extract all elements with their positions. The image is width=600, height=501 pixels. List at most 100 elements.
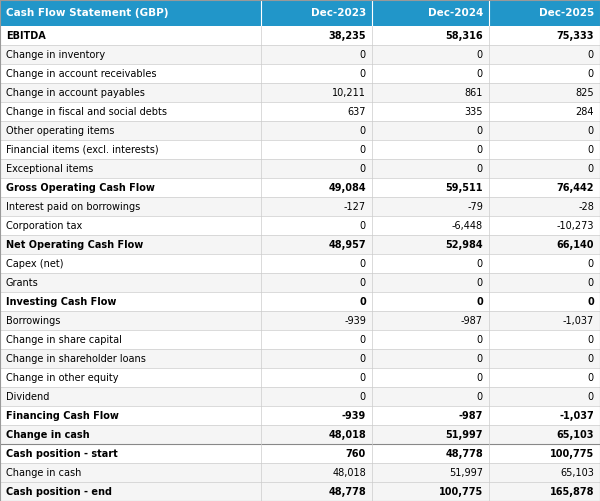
- Text: 48,957: 48,957: [328, 239, 366, 249]
- Bar: [0, 387, 600, 406]
- Bar: [0, 482, 600, 501]
- Text: Net Operating Cash Flow: Net Operating Cash Flow: [6, 239, 143, 249]
- Text: -6,448: -6,448: [452, 220, 483, 230]
- Text: 0: 0: [588, 391, 594, 401]
- Bar: [0, 425, 600, 444]
- Text: Interest paid on borrowings: Interest paid on borrowings: [6, 201, 140, 211]
- Bar: [0, 463, 600, 482]
- Text: 0: 0: [476, 297, 483, 307]
- Text: 49,084: 49,084: [328, 182, 366, 192]
- Text: Cash Flow Statement (GBP): Cash Flow Statement (GBP): [6, 8, 169, 18]
- Text: 637: 637: [347, 107, 366, 117]
- Text: -987: -987: [458, 410, 483, 420]
- Text: -10,273: -10,273: [557, 220, 594, 230]
- Bar: [372, 0, 489, 26]
- Text: 0: 0: [360, 144, 366, 154]
- Text: 0: 0: [360, 163, 366, 173]
- Text: 0: 0: [588, 126, 594, 136]
- Text: 0: 0: [477, 50, 483, 60]
- Text: 65,103: 65,103: [560, 467, 594, 477]
- Text: 0: 0: [360, 278, 366, 288]
- Text: 0: 0: [360, 220, 366, 230]
- Text: 0: 0: [477, 391, 483, 401]
- Text: Dec-2023: Dec-2023: [311, 8, 366, 18]
- Text: 0: 0: [360, 259, 366, 269]
- Text: 0: 0: [477, 144, 483, 154]
- Text: 100,775: 100,775: [550, 448, 594, 458]
- Text: 0: 0: [360, 391, 366, 401]
- Text: 284: 284: [575, 107, 594, 117]
- Bar: [0, 26, 600, 45]
- Bar: [0, 102, 600, 121]
- Text: 76,442: 76,442: [557, 182, 594, 192]
- Text: -939: -939: [342, 410, 366, 420]
- Text: 0: 0: [588, 354, 594, 364]
- Text: 0: 0: [360, 373, 366, 383]
- Text: Change in shareholder loans: Change in shareholder loans: [6, 354, 146, 364]
- Bar: [0, 254, 600, 273]
- Text: 51,997: 51,997: [445, 429, 483, 439]
- Bar: [0, 368, 600, 387]
- Text: Financial items (excl. interests): Financial items (excl. interests): [6, 144, 158, 154]
- Text: Change in fiscal and social debts: Change in fiscal and social debts: [6, 107, 167, 117]
- Bar: [0, 444, 600, 463]
- Bar: [0, 311, 600, 330]
- Bar: [0, 178, 600, 197]
- Text: 48,018: 48,018: [328, 429, 366, 439]
- Text: -987: -987: [461, 316, 483, 326]
- Text: 58,316: 58,316: [445, 31, 483, 41]
- Text: 0: 0: [477, 163, 483, 173]
- Text: 0: 0: [588, 50, 594, 60]
- Text: Borrowings: Borrowings: [6, 316, 61, 326]
- Bar: [0, 292, 600, 311]
- Text: Dividend: Dividend: [6, 391, 49, 401]
- Text: EBITDA: EBITDA: [6, 31, 46, 41]
- Text: 0: 0: [588, 335, 594, 345]
- Text: 75,333: 75,333: [557, 31, 594, 41]
- Text: 0: 0: [588, 259, 594, 269]
- Bar: [0, 121, 600, 140]
- Text: Cash position - start: Cash position - start: [6, 448, 118, 458]
- Text: Change in share capital: Change in share capital: [6, 335, 122, 345]
- Text: 335: 335: [464, 107, 483, 117]
- Text: 51,997: 51,997: [449, 467, 483, 477]
- Text: -28: -28: [578, 201, 594, 211]
- Text: 65,103: 65,103: [557, 429, 594, 439]
- Text: 0: 0: [360, 50, 366, 60]
- Text: Change in account receivables: Change in account receivables: [6, 69, 157, 79]
- Text: -939: -939: [344, 316, 366, 326]
- Text: -127: -127: [344, 201, 366, 211]
- Text: 165,878: 165,878: [550, 486, 594, 496]
- Bar: [0, 216, 600, 235]
- Text: 0: 0: [588, 278, 594, 288]
- Bar: [489, 0, 600, 26]
- Text: 10,211: 10,211: [332, 88, 366, 98]
- Text: Change in cash: Change in cash: [6, 467, 82, 477]
- Text: 48,778: 48,778: [328, 486, 366, 496]
- Text: -79: -79: [467, 201, 483, 211]
- Bar: [0, 83, 600, 102]
- Text: 59,511: 59,511: [445, 182, 483, 192]
- Bar: [0, 197, 600, 216]
- Text: Investing Cash Flow: Investing Cash Flow: [6, 297, 116, 307]
- Bar: [0, 330, 600, 349]
- Bar: [0, 235, 600, 254]
- Bar: [261, 0, 372, 26]
- Bar: [0, 0, 261, 26]
- Text: 38,235: 38,235: [328, 31, 366, 41]
- Text: Financing Cash Flow: Financing Cash Flow: [6, 410, 119, 420]
- Text: 48,018: 48,018: [332, 467, 366, 477]
- Text: 52,984: 52,984: [445, 239, 483, 249]
- Text: Grants: Grants: [6, 278, 39, 288]
- Text: 825: 825: [575, 88, 594, 98]
- Text: Exceptional items: Exceptional items: [6, 163, 93, 173]
- Text: Other operating items: Other operating items: [6, 126, 115, 136]
- Text: 0: 0: [587, 297, 594, 307]
- Text: 760: 760: [346, 448, 366, 458]
- Text: Cash position - end: Cash position - end: [6, 486, 112, 496]
- Text: Change in account payables: Change in account payables: [6, 88, 145, 98]
- Bar: [0, 45, 600, 64]
- Text: 0: 0: [477, 69, 483, 79]
- Text: Capex (net): Capex (net): [6, 259, 64, 269]
- Text: Dec-2024: Dec-2024: [428, 8, 483, 18]
